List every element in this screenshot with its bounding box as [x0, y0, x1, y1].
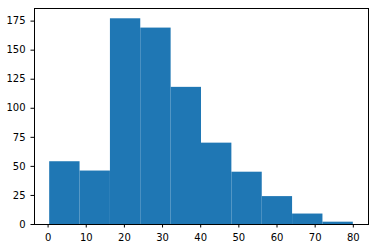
svg-text:150: 150 — [6, 44, 25, 55]
svg-text:125: 125 — [6, 73, 25, 84]
svg-text:0: 0 — [19, 219, 25, 230]
svg-text:70: 70 — [309, 232, 322, 243]
svg-text:100: 100 — [6, 102, 25, 113]
svg-text:60: 60 — [271, 232, 284, 243]
svg-text:25: 25 — [13, 190, 26, 201]
svg-text:10: 10 — [80, 232, 93, 243]
svg-text:75: 75 — [13, 132, 26, 143]
svg-text:0: 0 — [45, 232, 51, 243]
svg-text:40: 40 — [194, 232, 207, 243]
svg-text:20: 20 — [118, 232, 131, 243]
svg-text:30: 30 — [156, 232, 169, 243]
svg-text:50: 50 — [13, 161, 26, 172]
svg-text:175: 175 — [6, 15, 25, 26]
svg-text:50: 50 — [232, 232, 245, 243]
svg-text:80: 80 — [347, 232, 360, 243]
